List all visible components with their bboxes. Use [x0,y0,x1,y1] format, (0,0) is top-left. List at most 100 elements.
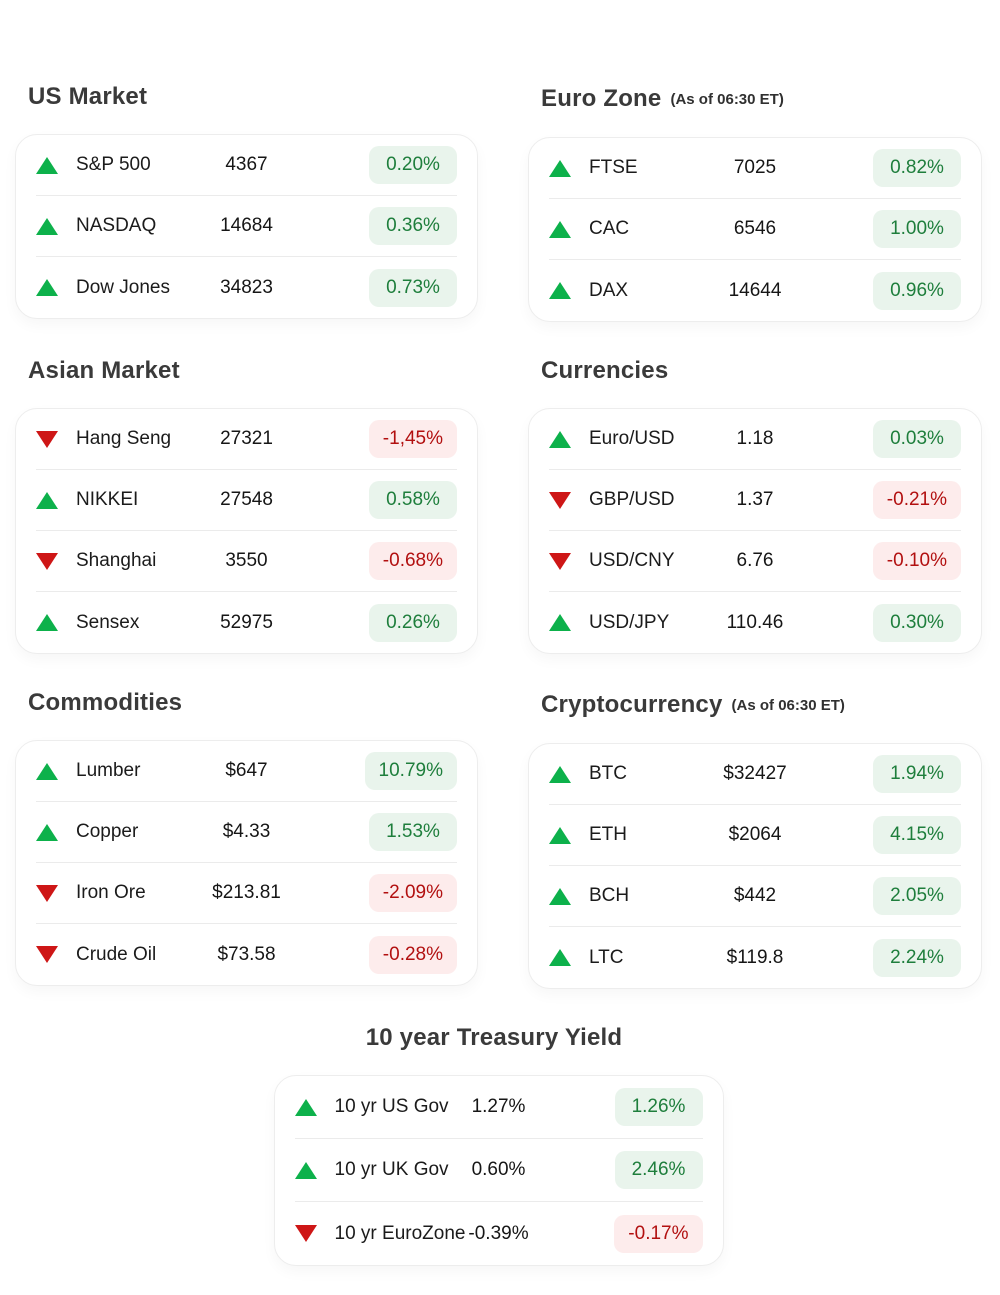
market-card: Lumber $647 10.79% Copper $4.33 1.53% Ir… [15,740,478,986]
triangle-down-icon [36,552,58,570]
instrument-value: $647 [225,760,268,781]
market-row: 10 yr UK Gov 0.60% 2.46% [294,1139,703,1202]
instrument-value: 6546 [733,218,777,239]
section-currencies: Currencies Euro/USD 1.18 0.03% GBP/USD 1… [528,356,982,654]
instrument-value: $73.58 [217,943,276,965]
section-title: Cryptocurrency [541,690,723,718]
market-card: 10 yr US Gov 1.27% 1.26% 10 yr UK Gov 0.… [273,1075,724,1266]
triangle-up-icon [549,282,571,299]
triangle-up-icon [36,217,58,235]
instrument-value: $4.33 [222,821,271,842]
market-row: 10 yr US Gov 1.27% 1.26% [294,1076,703,1139]
change-badge: 0.03% [873,420,961,458]
section-cryptocurrency: Cryptocurrency (As of 06:30 ET) BTC $324… [528,688,982,989]
triangle-up-icon [549,765,571,783]
market-card: S&P 500 4367 0.20% NASDAQ 14684 0.36% Do… [15,134,478,319]
instrument-label: Lumber [76,760,141,781]
instrument-label: ETH [589,824,627,845]
change-badge: 2.46% [614,1151,703,1189]
instrument-label: Hang Seng [76,428,172,449]
market-row: Crude Oil $73.58 -0.28% [36,924,457,985]
section-title: Asian Market [28,357,180,384]
instrument-label: 10 yr UK Gov [334,1159,449,1180]
market-row: LTC $119.8 2.24% [549,927,961,988]
section-asian-market: Asian Market Hang Seng 27321 -1,45% NIKK… [15,356,478,654]
instrument-label: CAC [589,218,630,239]
triangle-up-icon [549,159,571,177]
change-badge: 0.73% [369,268,457,307]
market-row: 10 yr EuroZone -0.39% -0.17% [294,1202,703,1265]
change-badge: 4.15% [873,816,961,854]
market-card: FTSE 7025 0.82% CAC 6546 1.00% DAX 14644… [528,137,982,322]
instrument-value: 7025 [733,157,777,178]
section-title: Commodities [28,689,183,716]
section-heading: 10 year Treasury Yield [15,1023,982,1053]
market-row: Lumber $647 10.79% [36,741,457,802]
instrument-value: 4367 [225,154,268,175]
triangle-down-icon [36,430,58,448]
instrument-label: Crude Oil [76,943,157,965]
market-row: Shanghai 3550 -0.68% [36,531,457,592]
instrument-label: FTSE [589,157,638,178]
triangle-down-icon [36,884,58,902]
instrument-label: 10 yr US Gov [334,1096,449,1117]
market-row: USD/JPY 110.46 0.30% [549,592,961,653]
instrument-label: NIKKEI [76,489,139,510]
triangle-up-icon [36,491,58,509]
instrument-value: 3550 [225,550,268,571]
instrument-value: $442 [733,885,777,906]
change-badge: 1.94% [873,755,961,793]
change-badge: 0.36% [369,207,457,245]
triangle-up-icon [36,762,58,780]
change-badge: 0.96% [873,271,961,310]
section-title: US Market [28,83,148,110]
instrument-value: 110.46 [726,611,784,633]
instrument-value: -0.39% [468,1222,529,1244]
instrument-label: Dow Jones [76,276,170,298]
change-badge: -0.10% [872,542,961,580]
triangle-up-icon [294,1161,317,1179]
change-badge: 2.24% [873,938,961,977]
instrument-value: 52975 [220,611,273,633]
change-badge: 1.53% [369,813,457,851]
instrument-label: USD/CNY [589,550,675,571]
section-heading: Asian Market [28,356,478,386]
instrument-label: BCH [589,885,630,906]
change-badge: 0.20% [369,146,457,184]
instrument-value: 27548 [220,489,273,510]
market-grid: US Market S&P 500 4367 0.20% NASDAQ 1468… [15,82,982,989]
instrument-value: $32427 [723,763,787,784]
change-badge: -0.17% [614,1214,703,1253]
section-heading: Cryptocurrency (As of 06:30 ET) [541,688,982,721]
market-card: BTC $32427 1.94% ETH $2064 4.15% BCH $44… [528,743,982,989]
change-badge: 2.05% [873,877,961,915]
triangle-up-icon [549,430,571,448]
section-commodities: Commodities Lumber $647 10.79% Copper $4… [15,688,478,989]
instrument-label: LTC [589,946,624,968]
instrument-value: 34823 [220,276,273,298]
instrument-label: Sensex [76,611,140,633]
change-badge: -1,45% [368,420,457,458]
triangle-up-icon [36,823,58,841]
triangle-up-icon [36,156,58,174]
change-badge: 0.30% [873,603,961,642]
market-row: BTC $32427 1.94% [549,744,961,805]
section-subtitle: (As of 06:30 ET) [670,91,784,108]
triangle-up-icon [549,220,571,238]
market-row: CAC 6546 1.00% [549,199,961,260]
triangle-up-icon [36,614,58,631]
instrument-label: NASDAQ [76,215,157,236]
triangle-up-icon [36,279,58,296]
instrument-label: USD/JPY [589,611,670,633]
triangle-down-icon [294,1225,317,1242]
market-row: Sensex 52975 0.26% [36,592,457,653]
change-badge: -0.68% [368,542,457,580]
instrument-label: S&P 500 [76,154,151,175]
market-dashboard: US Market S&P 500 4367 0.20% NASDAQ 1468… [15,82,982,1266]
market-card: Hang Seng 27321 -1,45% NIKKEI 27548 0.58… [15,408,478,654]
instrument-value: 14684 [220,215,273,236]
triangle-up-icon [549,826,571,844]
market-row: Copper $4.33 1.53% [36,802,457,863]
market-row: S&P 500 4367 0.20% [36,135,457,196]
instrument-value: 27321 [220,428,273,449]
